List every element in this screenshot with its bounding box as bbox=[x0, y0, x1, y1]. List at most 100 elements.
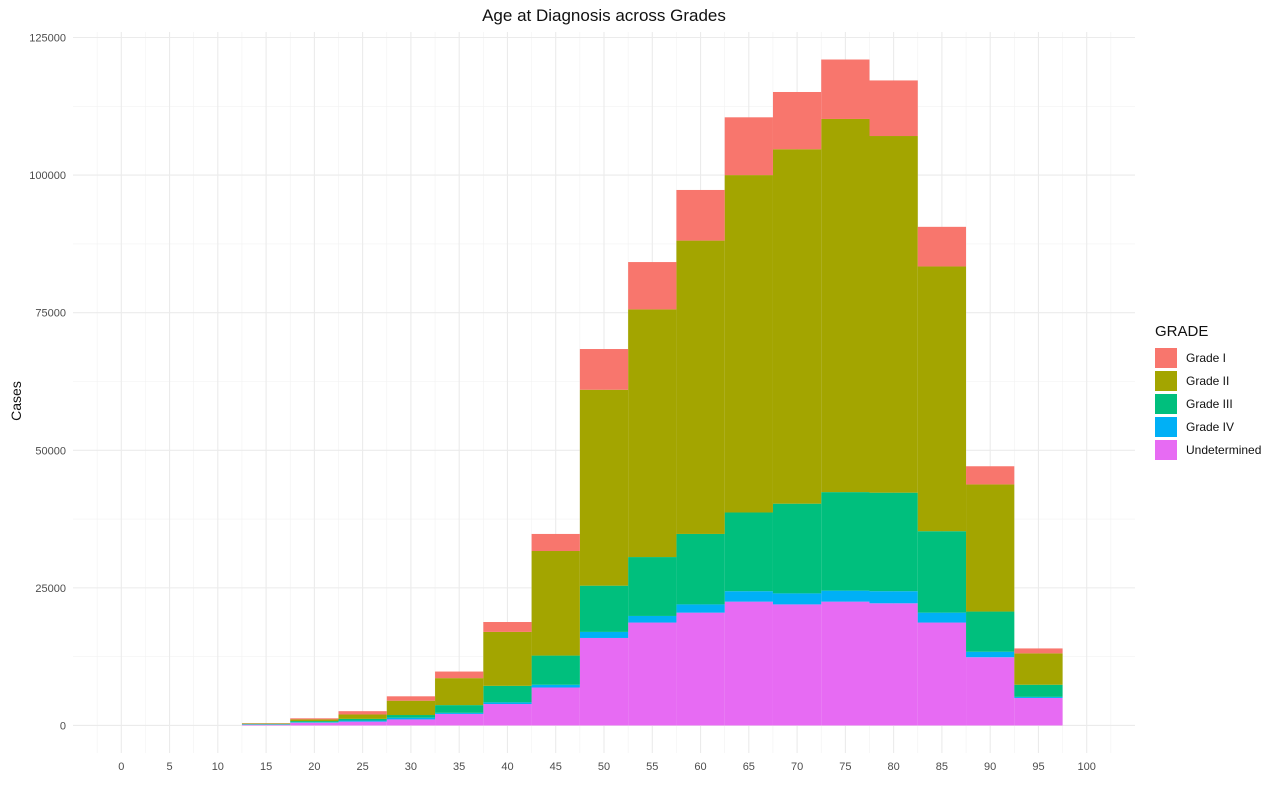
legend-item-grade-ii: Grade II bbox=[1155, 369, 1261, 392]
bar-undetermined bbox=[676, 612, 725, 726]
bar-grade-iii bbox=[724, 512, 773, 592]
bar-grade-iv bbox=[483, 702, 532, 705]
bar-grade-iii bbox=[241, 723, 291, 725]
bar-grade-ii bbox=[1014, 653, 1063, 685]
bar-undetermined bbox=[724, 601, 773, 726]
bar-grade-iv bbox=[628, 615, 677, 623]
bar-grade-ii bbox=[772, 149, 822, 504]
x-tick-label: 90 bbox=[984, 761, 996, 773]
bar-grade-i bbox=[628, 262, 677, 310]
bar-grade-ii bbox=[435, 678, 484, 706]
bar-grade-i bbox=[579, 349, 629, 390]
bar-grade-i bbox=[724, 117, 773, 176]
bar-undetermined bbox=[531, 687, 580, 726]
x-tick-label: 45 bbox=[550, 761, 562, 773]
x-tick-label: 70 bbox=[791, 761, 803, 773]
x-tick-label: 40 bbox=[501, 761, 513, 773]
bar-grade-i bbox=[338, 711, 387, 715]
bar-grade-ii bbox=[241, 723, 291, 724]
bar-grade-iii bbox=[531, 655, 580, 685]
legend-label-undetermined: Undetermined bbox=[1186, 442, 1262, 457]
chart-title: Age at Diagnosis across Grades bbox=[482, 6, 726, 25]
bar-grade-iii bbox=[772, 503, 822, 594]
y-axis-label: Cases bbox=[8, 381, 24, 421]
bar-grade-iv bbox=[966, 651, 1015, 658]
bar-grade-ii bbox=[290, 719, 339, 722]
legend-key-grade-iii bbox=[1155, 393, 1177, 414]
bar-grade-iii bbox=[579, 585, 629, 632]
legend-label-grade-i: Grade I bbox=[1186, 350, 1227, 365]
bar-grade-iii bbox=[628, 557, 677, 616]
x-tick-label: 95 bbox=[1032, 761, 1044, 773]
legend-key-grade-i bbox=[1155, 347, 1177, 368]
bar-undetermined bbox=[917, 622, 967, 726]
x-tick-label: 25 bbox=[357, 761, 369, 773]
bar-grade-iii bbox=[1014, 684, 1063, 697]
bar-undetermined bbox=[772, 604, 822, 726]
x-tick-label: 0 bbox=[118, 761, 124, 773]
legend-label-grade-iii: Grade III bbox=[1186, 396, 1233, 411]
y-tick-label: 25000 bbox=[35, 583, 66, 595]
bar-grade-ii bbox=[531, 551, 580, 656]
bar-grade-ii bbox=[917, 266, 967, 532]
bar-undetermined bbox=[1014, 697, 1063, 726]
bar-undetermined bbox=[435, 713, 484, 726]
bar-grade-ii bbox=[338, 714, 387, 719]
bar-grade-iv bbox=[386, 717, 436, 720]
bar-grade-ii bbox=[869, 136, 918, 493]
bar-grade-ii bbox=[579, 389, 629, 586]
x-tick-label: 20 bbox=[308, 761, 320, 773]
bar-grade-iii bbox=[917, 531, 967, 613]
bar-grade-iii bbox=[290, 721, 339, 723]
legend-key-grade-iv bbox=[1155, 416, 1177, 437]
bar-grade-iii bbox=[386, 715, 436, 718]
bar-undetermined bbox=[821, 601, 870, 726]
x-tick-label: 30 bbox=[405, 761, 417, 773]
bar-grade-iv bbox=[821, 590, 870, 602]
x-tick-label: 35 bbox=[453, 761, 465, 773]
y-tick-label: 125000 bbox=[29, 33, 66, 45]
y-tick-label: 100000 bbox=[29, 170, 66, 182]
legend-item-grade-iii: Grade III bbox=[1155, 392, 1261, 415]
bar-grade-i bbox=[531, 533, 580, 552]
bar-grade-i bbox=[676, 189, 725, 241]
bar-grade-i bbox=[483, 622, 532, 632]
bar-undetermined bbox=[628, 622, 677, 726]
legend-key-undetermined bbox=[1155, 439, 1177, 460]
bar-grade-i bbox=[435, 671, 484, 679]
x-tick-label: 10 bbox=[212, 761, 224, 773]
bar-grade-ii bbox=[483, 631, 532, 686]
bar-grade-ii bbox=[628, 309, 677, 558]
x-tick-label: 80 bbox=[888, 761, 900, 773]
y-tick-label: 0 bbox=[60, 720, 66, 732]
bar-grade-iv bbox=[290, 722, 339, 723]
bar-undetermined bbox=[338, 721, 387, 726]
bar-grade-ii bbox=[676, 240, 725, 534]
bar-undetermined bbox=[966, 657, 1015, 726]
legend-key-grade-ii bbox=[1155, 370, 1177, 391]
bar-grade-iv bbox=[531, 684, 580, 688]
x-tick-label: 50 bbox=[598, 761, 610, 773]
legend-label-grade-iv: Grade IV bbox=[1186, 419, 1235, 434]
bar-grade-i bbox=[1014, 648, 1063, 654]
x-tick-label: 100 bbox=[1078, 761, 1096, 773]
bar-grade-iv bbox=[435, 712, 484, 714]
y-tick-label: 50000 bbox=[35, 445, 66, 457]
legend-item-grade-iv: Grade IV bbox=[1155, 415, 1261, 438]
bar-grade-iii bbox=[338, 718, 387, 721]
bar-grade-i bbox=[290, 718, 339, 720]
legend-item-undetermined: Undetermined bbox=[1155, 438, 1261, 461]
bar-grade-i bbox=[821, 59, 870, 119]
bar-grade-iv bbox=[917, 612, 967, 623]
bar-grade-iv bbox=[579, 631, 629, 638]
bar-grade-i bbox=[386, 696, 436, 701]
x-tick-label: 85 bbox=[936, 761, 948, 773]
bar-grade-iii bbox=[966, 611, 1015, 652]
bar-grade-iii bbox=[483, 685, 532, 703]
bar-undetermined bbox=[869, 603, 918, 726]
bar-grade-iii bbox=[821, 492, 870, 591]
legend-item-grade-i: Grade I bbox=[1155, 346, 1261, 369]
bar-grade-i bbox=[869, 80, 918, 137]
